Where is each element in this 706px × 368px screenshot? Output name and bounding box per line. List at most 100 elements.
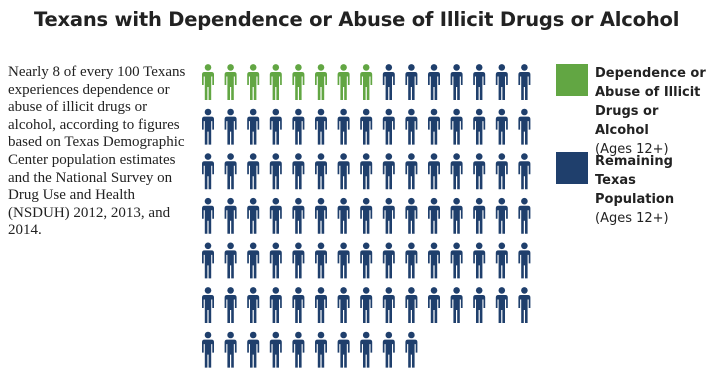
legend-swatch-dependence [556, 64, 588, 96]
person-icon [337, 197, 350, 234]
person-icon [224, 108, 237, 145]
legend-label-line: Drugs or Alcohol [595, 104, 659, 138]
person-icon [405, 197, 418, 234]
person-icon [292, 287, 305, 323]
person-icon [292, 153, 305, 190]
person-icon [247, 153, 260, 190]
chart-description: Nearly 8 of every 100 Texans experiences… [8, 64, 186, 239]
person-icon [382, 331, 395, 368]
person-icon [428, 287, 440, 323]
person-icon [518, 197, 531, 234]
person-icon [224, 287, 237, 323]
person-icon [450, 108, 463, 145]
person-icon [450, 242, 463, 279]
person-icon [405, 64, 418, 100]
person-icon [428, 242, 440, 279]
legend-label-line: Remaining Texas [595, 154, 673, 188]
person-icon [495, 64, 508, 100]
person-icon [382, 197, 395, 234]
person-icon [360, 64, 373, 100]
legend-label-line: (Ages 12+) [595, 211, 669, 226]
person-icon [247, 197, 260, 234]
legend-label-line: Abuse of Illicit [595, 85, 701, 100]
person-icon [247, 64, 260, 100]
person-icon [495, 153, 508, 190]
person-icon [224, 197, 237, 234]
person-icon [473, 64, 486, 100]
person-icon [518, 287, 531, 323]
person-icon [382, 242, 395, 279]
person-icon [247, 287, 260, 323]
person-icon [382, 108, 395, 145]
person-icon [337, 331, 350, 368]
person-icon [473, 242, 486, 279]
person-icon [428, 64, 440, 100]
chart-title: Texans with Dependence or Abuse of Illic… [34, 8, 680, 31]
person-icon [495, 197, 508, 234]
person-icon [224, 153, 237, 190]
legend-label-line: (Ages 12+) [595, 142, 669, 157]
person-icon [360, 242, 373, 279]
person-icon [202, 108, 214, 145]
person-icon [337, 153, 350, 190]
person-icon [315, 287, 327, 323]
person-icon [518, 108, 531, 145]
person-icon [450, 64, 463, 100]
person-icon [202, 153, 214, 190]
person-icon [202, 287, 214, 323]
person-icon [202, 197, 214, 234]
legend-swatch-remaining [556, 152, 588, 184]
person-icon [247, 242, 260, 279]
person-icon [269, 331, 282, 368]
person-icon [360, 153, 373, 190]
person-icon [360, 108, 373, 145]
person-icon [360, 287, 373, 323]
person-icon [269, 108, 282, 145]
person-icon [450, 197, 463, 234]
legend-label-line: Dependence or [595, 66, 706, 81]
person-icon [518, 64, 531, 100]
person-icon [269, 153, 282, 190]
person-icon [315, 153, 327, 190]
person-icon [450, 287, 463, 323]
person-icon [315, 331, 327, 368]
person-icon [269, 197, 282, 234]
person-icon [315, 108, 327, 145]
person-icon [428, 153, 440, 190]
person-icon [405, 108, 418, 145]
person-icon [337, 64, 350, 100]
person-icon [337, 108, 350, 145]
person-icon [315, 64, 327, 100]
person-icon [473, 108, 486, 145]
person-icon [382, 287, 395, 323]
person-icon [315, 242, 327, 279]
person-icon [428, 197, 440, 234]
person-icon [269, 242, 282, 279]
person-icon [405, 153, 418, 190]
person-icon [495, 108, 508, 145]
person-icon [518, 153, 531, 190]
legend-label-line: Population [595, 192, 675, 207]
person-icon [337, 287, 350, 323]
person-icon [337, 242, 350, 279]
person-icon [473, 153, 486, 190]
person-icon [428, 108, 440, 145]
person-icon [360, 197, 373, 234]
person-icon [450, 153, 463, 190]
person-icon [405, 331, 418, 368]
person-icon [269, 287, 282, 323]
person-icon [518, 242, 531, 279]
person-icon [247, 108, 260, 145]
person-icon [495, 287, 508, 323]
person-icon [292, 331, 305, 368]
person-icon [360, 331, 373, 368]
person-icon [495, 242, 508, 279]
person-icon [224, 242, 237, 279]
person-icon [269, 64, 282, 100]
person-icon [405, 242, 418, 279]
person-icon [202, 242, 214, 279]
person-icon [405, 287, 418, 323]
person-icon [224, 64, 237, 100]
person-icon [382, 153, 395, 190]
